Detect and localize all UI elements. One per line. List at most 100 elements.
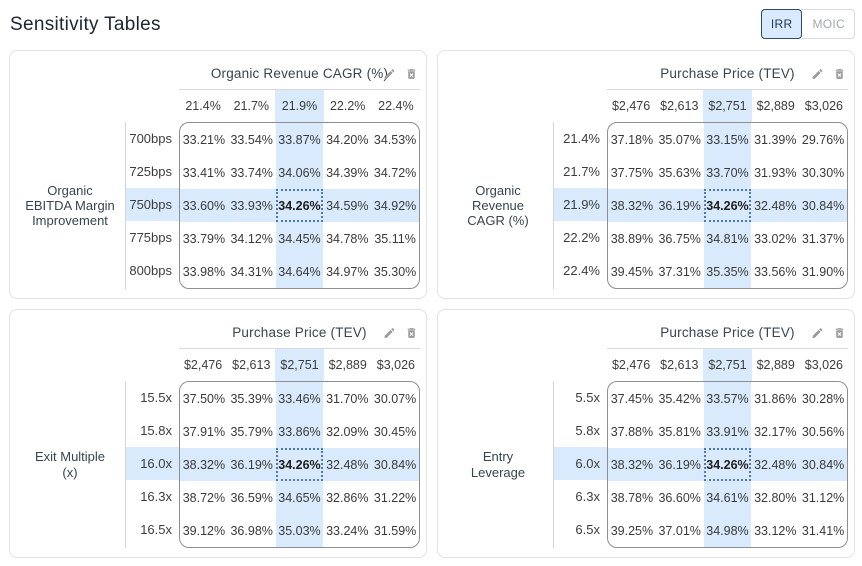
delete-icon[interactable] (833, 67, 846, 80)
table-cell: 33.93% (227, 189, 276, 222)
table-cell: 37.50% (182, 391, 226, 406)
base-case-cell: 34.26% (275, 189, 324, 222)
row-header: 16.3x (140, 489, 172, 504)
table-cell: 32.48% (751, 448, 800, 481)
table-cell: 38.32% (608, 448, 656, 481)
row-axis-label: Entry Leverage (445, 381, 553, 548)
table-title: Organic Revenue CAGR (%) (210, 66, 389, 81)
table-cell: 30.07% (373, 391, 417, 406)
row-header: 16.5x (140, 522, 172, 537)
title-main: Purchase Price (TEV) (179, 317, 420, 349)
table-cell: 37.88% (610, 424, 654, 439)
sensitivity-card-3: Purchase Price (TEV) $2,476 $2,613 $2,751 $… (9, 309, 427, 558)
table-cell: 39.25% (610, 523, 654, 538)
column-header: $3,026 (804, 358, 844, 372)
row-headers: 21.4% 21.7% 21.9% 22.2% 22.4% (553, 122, 607, 289)
table-cell: 33.46% (275, 382, 324, 415)
table-cell: 38.72% (182, 490, 226, 505)
column-header: $2,751 (703, 349, 752, 381)
table-cell: 36.60% (658, 490, 701, 505)
edit-icon[interactable] (383, 67, 396, 80)
table-cell: 31.37% (801, 231, 845, 246)
table-cell: 35.03% (275, 514, 324, 547)
table-actions (383, 326, 418, 339)
table-cell: 34.31% (230, 264, 273, 279)
column-headers-row: $2,476 $2,613 $2,751 $2,889 $3,026 (179, 349, 420, 381)
column-header: $2,751 (275, 349, 324, 381)
table-cell: 30.84% (799, 448, 847, 481)
column-header: $3,026 (376, 358, 416, 372)
table-cell: 34.45% (275, 222, 324, 255)
cards-grid: Organic Revenue CAGR (%) 21.4% 21.7% 21.9%… (9, 50, 855, 558)
table-cell: 34.81% (703, 222, 752, 255)
edit-icon[interactable] (811, 326, 824, 339)
title-main: Purchase Price (TEV) (607, 58, 848, 90)
table-cell: 30.56% (801, 424, 845, 439)
column-header: $2,476 (183, 358, 223, 372)
table-cell: 30.84% (371, 448, 419, 481)
row-header: 725bps (129, 164, 172, 179)
edit-icon[interactable] (811, 67, 824, 80)
sensitivity-card-2: Purchase Price (TEV) $2,476 $2,613 $2,751 $… (437, 50, 855, 299)
row-headers: 15.5x 15.8x 16.0x 16.3x 16.5x (125, 381, 179, 548)
row-axis-label-line: (x) (62, 464, 78, 480)
table-cell: 31.59% (373, 523, 417, 538)
column-headers-row: $2,476 $2,613 $2,751 $2,889 $3,026 (607, 349, 848, 381)
delete-icon[interactable] (405, 326, 418, 339)
table-cell: 35.81% (658, 424, 701, 439)
row-axis-label-line: Organic (475, 182, 521, 198)
row-header: 6.5x (575, 522, 600, 537)
table-title: Purchase Price (TEV) (660, 66, 795, 81)
base-case-cell: 34.26% (703, 448, 752, 481)
table-cell: 31.86% (754, 391, 797, 406)
moic-toggle-button[interactable]: MOIC (799, 9, 855, 39)
row-header: 22.2% (563, 230, 600, 245)
table-cell: 33.54% (230, 132, 273, 147)
table-cell: 35.07% (658, 132, 701, 147)
sensitivity-table: $2,476 $2,613 $2,751 $2,889 $3,026 Entry Leve… (445, 349, 848, 548)
irr-toggle-button[interactable]: IRR (760, 9, 803, 39)
table-cell: 31.39% (754, 132, 797, 147)
row-header: 15.5x (140, 390, 172, 405)
title-spacer (17, 317, 179, 349)
table-cell: 29.76% (801, 132, 845, 147)
column-header: $2,476 (611, 99, 651, 113)
table-cell: 35.39% (230, 391, 273, 406)
table-cell: 34.72% (373, 165, 417, 180)
table-cell: 35.35% (703, 255, 752, 288)
table-actions (811, 326, 846, 339)
column-header: 21.7% (233, 99, 270, 113)
delete-icon[interactable] (833, 326, 846, 339)
table-cell: 34.53% (373, 132, 417, 147)
table-cell: 34.97% (326, 264, 369, 279)
column-header: $2,889 (756, 99, 795, 113)
table-cell: 34.20% (326, 132, 369, 147)
delete-icon[interactable] (405, 67, 418, 80)
title-main: Purchase Price (TEV) (607, 317, 848, 349)
row-header: 15.8x (140, 423, 172, 438)
table-cell: 32.80% (754, 490, 797, 505)
table-cell: 36.59% (230, 490, 273, 505)
row-header: 750bps (126, 188, 179, 221)
table-cell: 39.45% (610, 264, 654, 279)
row-header: 6.0x (554, 447, 607, 480)
column-header: $2,751 (703, 90, 752, 122)
row-axis-label: Organic EBITDA Margin Improvement (17, 122, 125, 289)
row-headers: 5.5x 5.8x 6.0x 6.3x 6.5x (553, 381, 607, 548)
page-title: Sensitivity Tables (10, 14, 161, 35)
table-cell: 37.75% (610, 165, 654, 180)
row-header: 5.5x (575, 390, 600, 405)
table-cell: 33.74% (230, 165, 273, 180)
sensitivity-card-4: Purchase Price (TEV) $2,476 $2,613 $2,751 $… (437, 309, 855, 558)
title-spacer (445, 58, 607, 90)
table-cell: 36.19% (655, 448, 704, 481)
table-cell: 33.79% (182, 231, 226, 246)
row-header: 700bps (129, 131, 172, 146)
sensitivity-table: $2,476 $2,613 $2,751 $2,889 $3,026 Exit Mult… (17, 349, 420, 548)
table-cell: 33.12% (754, 523, 797, 538)
table-cell: 38.32% (608, 189, 656, 222)
table-cell: 35.42% (658, 391, 701, 406)
table-cell: 34.64% (275, 255, 324, 288)
column-headers-row: $2,476 $2,613 $2,751 $2,889 $3,026 (607, 90, 848, 122)
edit-icon[interactable] (383, 326, 396, 339)
